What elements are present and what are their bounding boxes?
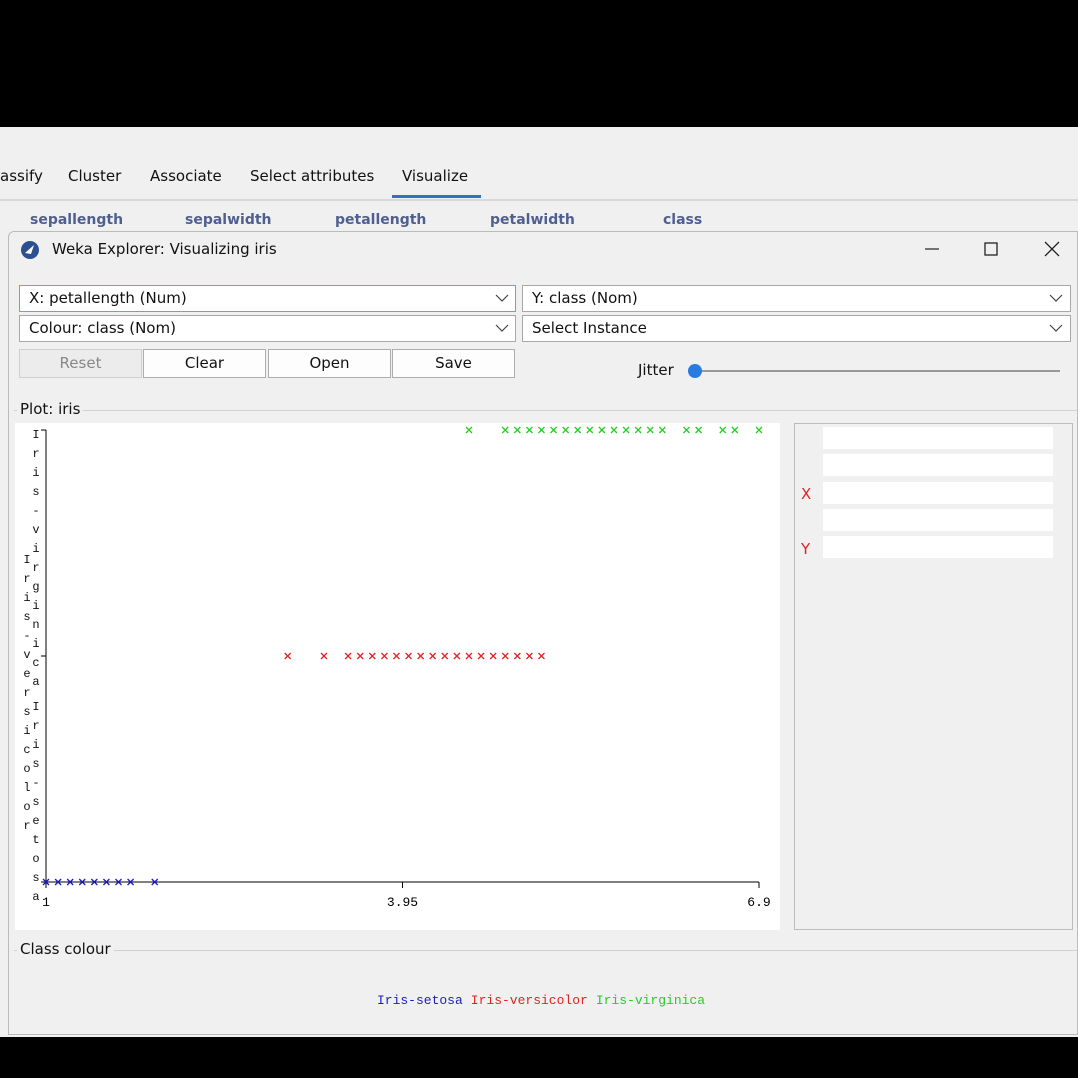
attribute-name[interactable]: class <box>663 212 703 228</box>
tab-underline <box>392 195 481 198</box>
point <box>102 878 110 886</box>
point <box>610 426 618 434</box>
point <box>115 878 122 886</box>
point <box>634 426 642 434</box>
point <box>368 652 376 660</box>
x-tick-label: 1 <box>42 895 50 910</box>
point <box>574 426 582 434</box>
point <box>78 878 86 886</box>
class-colour-title: Class colour <box>17 940 114 958</box>
point <box>755 426 763 434</box>
jitter-slider[interactable] <box>680 360 1070 382</box>
legend-entry: Iris-versicolor <box>470 993 588 1008</box>
point <box>538 652 545 660</box>
y-tick-label: Iris-virginica <box>29 428 43 694</box>
point <box>731 426 739 434</box>
point <box>441 652 449 660</box>
y-tick-label: Iris-setosa <box>29 700 43 909</box>
legend-entry: Iris-virginica <box>595 993 706 1008</box>
point <box>658 426 666 434</box>
point <box>429 652 437 660</box>
dropdown-chevrons <box>495 294 1063 332</box>
plot-group-line <box>14 410 1078 411</box>
class-colour-group-line <box>14 950 1078 951</box>
plot-panel-title: Plot: iris <box>17 400 84 418</box>
point <box>550 426 558 434</box>
point <box>151 878 159 886</box>
colour-dropdown-text: Colour: class (Nom) <box>29 319 176 337</box>
legend: Iris-setosa Iris-versicolor Iris-virginica <box>377 993 713 1008</box>
x-dropdown[interactable]: X: petallength (Num) <box>19 285 516 312</box>
point <box>525 652 533 660</box>
point <box>90 878 98 886</box>
point <box>54 878 62 886</box>
point <box>719 426 727 434</box>
y-dropdown-text: Y: class (Nom) <box>532 289 638 307</box>
window-controls[interactable] <box>920 238 1070 260</box>
button[interactable]: Reset <box>19 349 142 378</box>
point <box>489 652 497 660</box>
point <box>646 426 654 434</box>
point <box>586 426 594 434</box>
point <box>513 652 521 660</box>
point <box>562 426 570 434</box>
point <box>538 426 545 434</box>
x-tick-label: 3.95 <box>387 895 418 910</box>
point <box>344 652 352 660</box>
jitter-label: Jitter <box>638 361 674 379</box>
tab[interactable]: assify <box>0 167 43 185</box>
point <box>405 652 413 660</box>
attribute-name[interactable]: sepallength <box>30 212 124 228</box>
point <box>356 652 364 660</box>
button[interactable]: Clear <box>143 349 266 378</box>
y-dropdown[interactable]: Y: class (Nom) <box>522 285 1071 312</box>
point <box>127 878 135 886</box>
point <box>465 652 473 660</box>
attribute-name[interactable]: petallength <box>335 212 427 228</box>
plot-area <box>15 423 780 930</box>
point <box>42 878 50 886</box>
x-dropdown-text: X: petallength (Num) <box>29 289 187 307</box>
instance-dropdown-text: Select Instance <box>532 319 647 337</box>
point <box>501 652 509 660</box>
point <box>513 426 521 434</box>
point <box>465 426 473 434</box>
button[interactable]: Save <box>392 349 515 378</box>
window-title: Weka Explorer: Visualizing iris <box>52 240 277 258</box>
point <box>598 426 606 434</box>
y-tick-label: Iris-versicolor <box>20 553 34 838</box>
matrix-y-label: Y <box>801 540 811 558</box>
tab-divider <box>0 199 1078 201</box>
x-tick-label: 6.9 <box>747 895 770 910</box>
point <box>477 652 485 660</box>
point <box>695 426 703 434</box>
tab[interactable]: Select attributes <box>250 167 375 185</box>
legend-entry: Iris-setosa <box>376 993 463 1008</box>
point <box>622 426 630 434</box>
point <box>66 878 74 886</box>
window-icon <box>21 241 39 259</box>
point <box>380 652 388 660</box>
point <box>320 652 328 660</box>
point <box>417 652 425 660</box>
tab[interactable]: Cluster <box>68 167 122 185</box>
matrix-x-label: X <box>801 485 812 503</box>
tab[interactable]: Associate <box>150 167 222 185</box>
point <box>683 426 690 434</box>
instance-dropdown[interactable]: Select Instance <box>522 315 1071 342</box>
button[interactable]: Open <box>268 349 391 378</box>
point <box>284 652 292 660</box>
attribute-panel <box>794 423 1073 930</box>
point <box>392 652 400 660</box>
point <box>525 426 533 434</box>
tab[interactable]: Visualize <box>402 167 469 185</box>
attribute-name[interactable]: sepalwidth <box>185 212 272 228</box>
point <box>453 652 461 660</box>
colour-dropdown[interactable]: Colour: class (Nom) <box>19 315 516 342</box>
point <box>501 426 509 434</box>
attribute-name[interactable]: petalwidth <box>490 212 575 228</box>
